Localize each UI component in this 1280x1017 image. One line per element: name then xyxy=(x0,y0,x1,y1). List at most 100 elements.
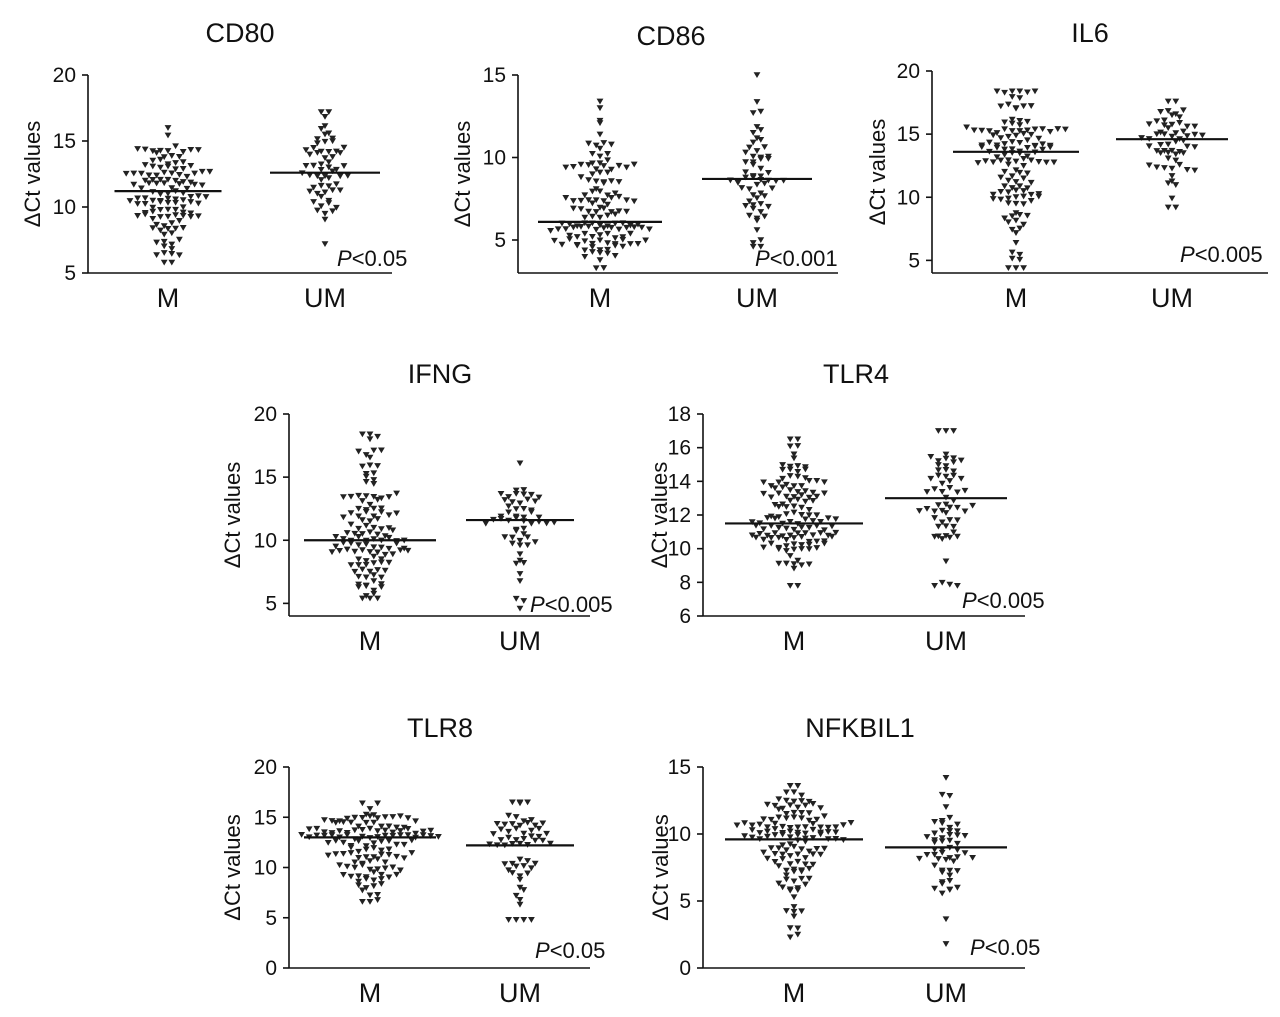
data-point xyxy=(512,837,520,843)
data-point xyxy=(385,559,393,566)
data-point xyxy=(1008,213,1016,220)
data-point xyxy=(630,161,638,168)
data-point xyxy=(748,519,756,526)
data-point xyxy=(187,199,195,205)
data-point xyxy=(798,908,805,915)
data-point xyxy=(954,884,961,891)
data-point xyxy=(577,197,585,204)
data-point xyxy=(149,157,157,164)
data-point xyxy=(790,843,798,850)
data-point xyxy=(954,868,961,874)
data-point xyxy=(817,530,824,536)
data-point xyxy=(400,545,408,552)
data-point xyxy=(581,238,589,245)
data-point xyxy=(989,132,997,139)
data-point xyxy=(757,209,765,215)
data-point xyxy=(168,230,176,237)
data-point xyxy=(359,827,366,833)
data-point xyxy=(157,199,164,205)
data-point xyxy=(531,837,539,844)
data-point xyxy=(333,181,340,188)
data-point xyxy=(164,195,172,202)
data-point xyxy=(950,523,957,530)
data-point xyxy=(370,505,378,512)
data-point xyxy=(961,487,969,494)
data-point xyxy=(157,214,164,220)
data-point xyxy=(749,205,757,212)
y-axis-label-tlr4: ΔCt values xyxy=(647,462,672,568)
data-point xyxy=(623,224,630,231)
data-point xyxy=(179,149,187,155)
data-point xyxy=(359,498,366,504)
data-point xyxy=(168,153,176,159)
y-tick-label: 5 xyxy=(265,907,277,930)
data-point xyxy=(573,242,581,249)
data-point xyxy=(771,530,779,537)
y-tick-label: 15 xyxy=(668,756,691,779)
data-point xyxy=(611,235,619,242)
data-point xyxy=(775,845,783,852)
data-point xyxy=(164,148,172,154)
data-point xyxy=(149,163,157,170)
data-point xyxy=(528,491,535,498)
data-point xyxy=(1157,141,1164,148)
data-point xyxy=(938,791,946,798)
data-point xyxy=(138,170,145,177)
data-point xyxy=(172,225,179,232)
data-point xyxy=(775,796,783,803)
data-point xyxy=(961,850,969,856)
data-point xyxy=(1180,128,1187,135)
data-point xyxy=(783,815,790,822)
data-point xyxy=(577,206,585,213)
data-point xyxy=(149,208,157,215)
data-point xyxy=(362,479,370,485)
data-point xyxy=(1172,130,1180,136)
data-point xyxy=(779,842,786,849)
data-point xyxy=(176,236,183,243)
data-point xyxy=(332,819,340,826)
data-point xyxy=(153,221,160,228)
data-point xyxy=(589,244,596,250)
data-point xyxy=(332,837,340,844)
data-point xyxy=(340,819,347,826)
data-point xyxy=(362,473,370,480)
data-point xyxy=(317,166,325,173)
data-point xyxy=(786,861,794,868)
data-point xyxy=(832,824,840,831)
data-point xyxy=(589,188,596,195)
data-point xyxy=(813,523,821,529)
data-point xyxy=(366,518,374,525)
data-point xyxy=(374,549,381,556)
data-point xyxy=(775,560,783,567)
y-axis-label-il6: ΔCt values xyxy=(865,119,890,225)
data-point xyxy=(608,141,615,148)
data-point xyxy=(393,490,400,497)
data-point xyxy=(950,455,957,462)
data-point xyxy=(1153,131,1161,138)
data-point xyxy=(916,508,923,514)
data-point xyxy=(733,822,741,829)
data-point xyxy=(187,213,195,220)
data-point xyxy=(771,802,779,809)
data-point xyxy=(790,546,798,553)
data-point xyxy=(1172,98,1180,105)
data-point xyxy=(783,525,790,532)
data-point xyxy=(1001,168,1008,175)
data-point xyxy=(821,540,828,547)
data-point xyxy=(172,143,179,150)
data-point xyxy=(813,477,821,484)
data-point xyxy=(516,873,524,880)
data-point xyxy=(1016,140,1024,146)
data-point xyxy=(946,867,954,874)
data-point xyxy=(1008,88,1016,95)
data-point xyxy=(195,193,202,199)
data-point xyxy=(172,160,179,166)
data-point xyxy=(989,191,997,198)
data-point xyxy=(817,851,824,858)
data-point xyxy=(520,818,528,825)
data-point xyxy=(997,196,1005,203)
data-point xyxy=(997,157,1005,164)
data-point xyxy=(1164,108,1172,114)
data-point xyxy=(1062,126,1069,133)
data-point xyxy=(138,185,145,192)
